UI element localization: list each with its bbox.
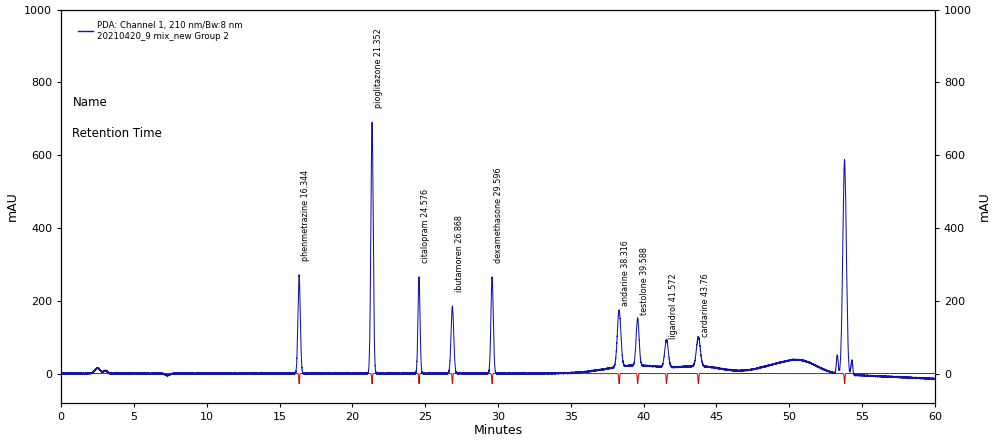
Legend: PDA: Channel 1, 210 nm/Bw:8 nm
20210420_9 mix_new Group 2: PDA: Channel 1, 210 nm/Bw:8 nm 20210420_… <box>74 18 246 44</box>
Y-axis label: mAU: mAU <box>6 191 19 221</box>
Text: testolone 39.588: testolone 39.588 <box>639 247 648 315</box>
Text: Name: Name <box>73 96 108 109</box>
Text: citalopram 24.576: citalopram 24.576 <box>421 189 430 263</box>
Y-axis label: mAU: mAU <box>977 191 990 221</box>
X-axis label: Minutes: Minutes <box>473 424 523 437</box>
Text: dexamethasone 29.596: dexamethasone 29.596 <box>494 167 503 263</box>
Text: andarine 38.316: andarine 38.316 <box>622 241 630 306</box>
Text: phenmetrazine 16.344: phenmetrazine 16.344 <box>302 170 311 260</box>
Text: pioglitazone 21.352: pioglitazone 21.352 <box>374 28 383 108</box>
Text: ibutamoren 26.868: ibutamoren 26.868 <box>454 215 463 291</box>
Text: Retention Time: Retention Time <box>73 128 162 140</box>
Text: ligandrol 41.572: ligandrol 41.572 <box>668 273 677 339</box>
Text: cardarine 43.76: cardarine 43.76 <box>700 273 709 337</box>
